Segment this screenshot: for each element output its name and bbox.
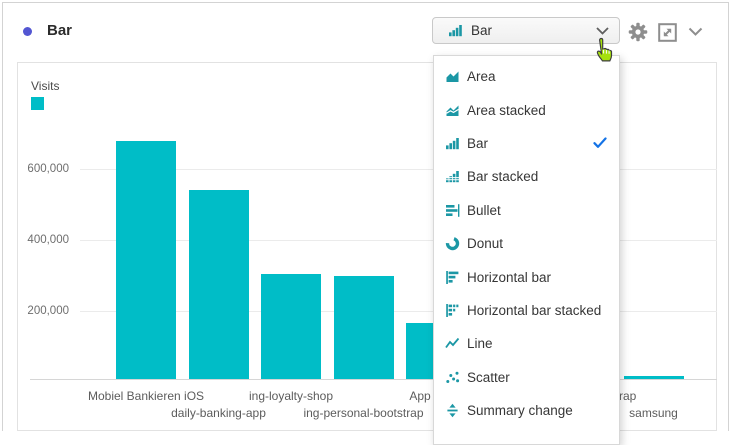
x-axis-line <box>30 379 717 380</box>
menu-item-scatter[interactable]: Scatter <box>434 361 619 394</box>
gridline <box>80 240 717 241</box>
horizontal-bar-stacked-icon <box>445 303 460 318</box>
viz-title: Bar <box>47 22 73 39</box>
x-axis-category-label: ing-loyalty-shop <box>248 389 334 403</box>
bar[interactable] <box>623 376 684 379</box>
menu-item-label: Scatter <box>467 369 510 385</box>
viz-color-dot <box>23 27 32 36</box>
y-axis-tick-label: 600,000 <box>27 163 69 175</box>
menu-item-horizontal-bar[interactable]: Horizontal bar <box>434 260 619 293</box>
menu-item-label: Horizontal bar <box>467 269 552 285</box>
gridline <box>80 169 717 170</box>
menu-item-label: Line <box>467 336 493 352</box>
x-axis-category-label: ing-personal-bootstrap <box>303 406 424 420</box>
bar[interactable] <box>188 190 249 379</box>
bar-stacked-icon <box>445 169 460 184</box>
x-axis-category-label: App <box>409 389 431 403</box>
viz-type-select[interactable]: Bar <box>432 17 620 44</box>
check-icon <box>593 137 607 149</box>
gear-icon[interactable] <box>628 22 648 42</box>
area-icon <box>445 69 460 84</box>
menu-item-horizontal-bar-stacked[interactable]: Horizontal bar stacked <box>434 294 619 327</box>
summary-change-icon <box>445 403 460 418</box>
bullet-icon <box>445 203 460 218</box>
menu-item-label: Horizontal bar stacked <box>467 302 602 318</box>
menu-item-bar-stacked[interactable]: Bar stacked <box>434 160 619 193</box>
bar[interactable] <box>116 141 176 379</box>
y-axis-tick-label: 200,000 <box>27 305 69 317</box>
scatter-icon <box>445 370 460 385</box>
y-axis-tick-label: 400,000 <box>27 234 69 246</box>
menu-item-bullet[interactable]: Bullet <box>434 194 619 227</box>
menu-item-summary-change[interactable]: Summary change <box>434 394 619 427</box>
bar-chart-icon <box>448 23 463 38</box>
fullscreen-expand-icon[interactable] <box>658 23 677 42</box>
line-icon <box>445 336 460 351</box>
menu-item-label: Donut <box>467 236 504 252</box>
horizontal-bar-icon <box>445 270 460 285</box>
menu-item-label: Summary change <box>467 403 573 419</box>
menu-item-bar[interactable]: Bar <box>434 127 619 160</box>
chevron-down-icon <box>596 26 609 35</box>
x-axis-category-label: samsung <box>629 406 678 420</box>
viz-type-select-value: Bar <box>471 23 493 38</box>
menu-item-label: Bar stacked <box>467 169 539 185</box>
menu-item-donut[interactable]: Donut <box>434 227 619 260</box>
menu-item-label: Bullet <box>467 202 501 218</box>
bar[interactable] <box>261 274 321 379</box>
x-axis-category-label: daily-banking-app <box>171 406 266 420</box>
legend-swatch[interactable] <box>31 97 44 110</box>
gridline <box>80 311 717 312</box>
menu-item-label: Bar <box>467 135 489 151</box>
donut-icon <box>445 236 460 251</box>
bar-icon <box>445 136 460 151</box>
panel-collapse-chevron-icon[interactable] <box>688 27 703 37</box>
area-stacked-icon <box>445 103 460 118</box>
menu-item-line[interactable]: Line <box>434 327 619 360</box>
legend-label: Visits <box>31 79 60 93</box>
bar[interactable] <box>333 275 394 379</box>
menu-item-area-stacked[interactable]: Area stacked <box>434 93 619 126</box>
x-axis-category-label: rap <box>619 389 637 403</box>
menu-item-label: Area <box>467 69 496 85</box>
menu-item-label: Area stacked <box>467 102 546 118</box>
viz-type-menu: Area Area stacked Bar Bar stacked Bullet Donu… <box>433 55 620 445</box>
menu-item-area[interactable]: Area <box>434 60 619 93</box>
x-axis-category-label: Mobiel Bankieren iOS <box>87 389 205 403</box>
